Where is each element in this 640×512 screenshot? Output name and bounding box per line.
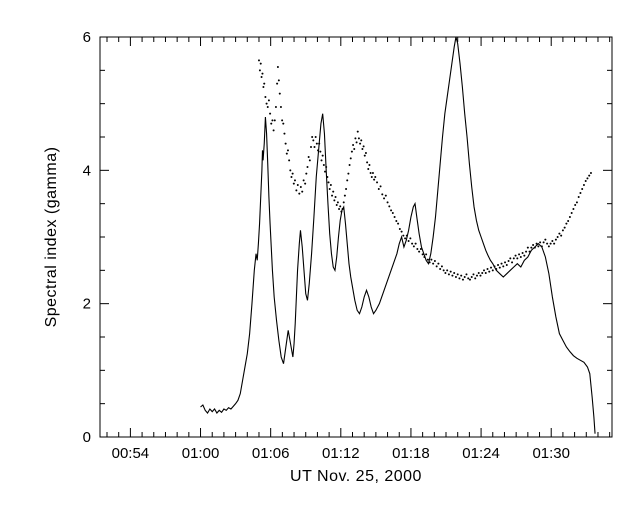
spectral-index-solid <box>200 36 596 434</box>
x-tick-label: 01:00 <box>182 445 220 462</box>
x-tick-label: 01:30 <box>532 445 570 462</box>
x-tick-label: 01:12 <box>322 445 360 462</box>
axis-ticks <box>100 36 612 438</box>
x-tick-label: 00:54 <box>112 445 150 462</box>
x-tick-label: 01:18 <box>392 445 430 462</box>
y-tick-labels: 0 2 4 6 <box>83 29 91 446</box>
axis-frame <box>99 36 613 438</box>
spectral-index-dotted <box>257 59 592 281</box>
y-tick-label: 2 <box>83 296 91 313</box>
y-axis-label: Spectral index (gamma) <box>43 146 60 328</box>
x-tick-labels: 00:54 01:00 01:06 01:12 01:18 01:24 01:30 <box>112 445 570 462</box>
x-tick-label: 01:06 <box>252 445 290 462</box>
x-axis-label: UT Nov. 25, 2000 <box>290 468 422 485</box>
y-tick-label: 4 <box>83 162 91 179</box>
y-tick-label: 0 <box>83 429 91 446</box>
y-tick-label: 6 <box>83 29 91 46</box>
x-tick-label: 01:24 <box>462 445 500 462</box>
